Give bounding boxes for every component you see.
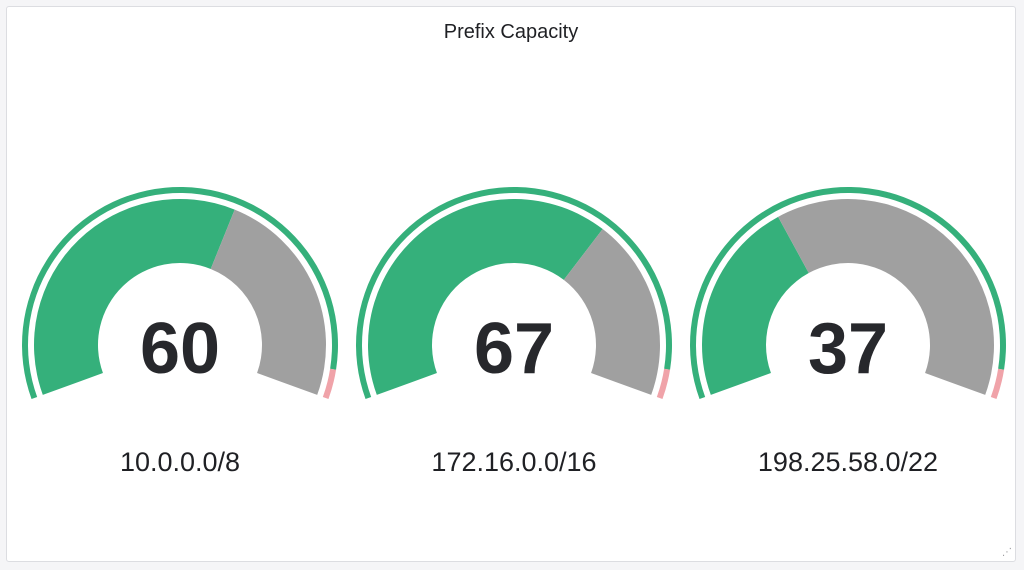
gauge-value-3: 37 bbox=[808, 309, 888, 389]
gauge-prefix-label-3: 198.25.58.0/22 bbox=[757, 447, 939, 477]
panel-title[interactable]: Prefix Capacity bbox=[443, 21, 579, 43]
threshold-band-critical bbox=[322, 368, 337, 400]
gauges-canvas: 60 67 37 bbox=[22, 186, 1006, 400]
gauge-remaining-arc bbox=[563, 229, 660, 395]
threshold-band-critical bbox=[656, 368, 671, 400]
gauge-value-arc bbox=[701, 216, 809, 395]
gauge-value-arc bbox=[34, 199, 235, 395]
gauge-remaining-arc bbox=[210, 209, 326, 395]
gauge-remaining-arc bbox=[778, 198, 994, 395]
gauge-prefix-label-2: 172.16.0.0/16 bbox=[431, 447, 597, 477]
gauge-value-1: 60 bbox=[140, 309, 220, 389]
gauge-value-arc bbox=[368, 199, 603, 395]
threshold-band-critical bbox=[990, 368, 1005, 400]
prefix-capacity-panel: Prefix Capacity 60 67 37 10.0.0.0/8 172.16… bbox=[6, 6, 1016, 562]
gauge-prefix-label-1: 10.0.0.0/8 bbox=[119, 447, 241, 477]
gauge-value-2: 67 bbox=[474, 309, 554, 389]
resize-handle-icon[interactable]: ⋰ bbox=[1002, 547, 1012, 558]
